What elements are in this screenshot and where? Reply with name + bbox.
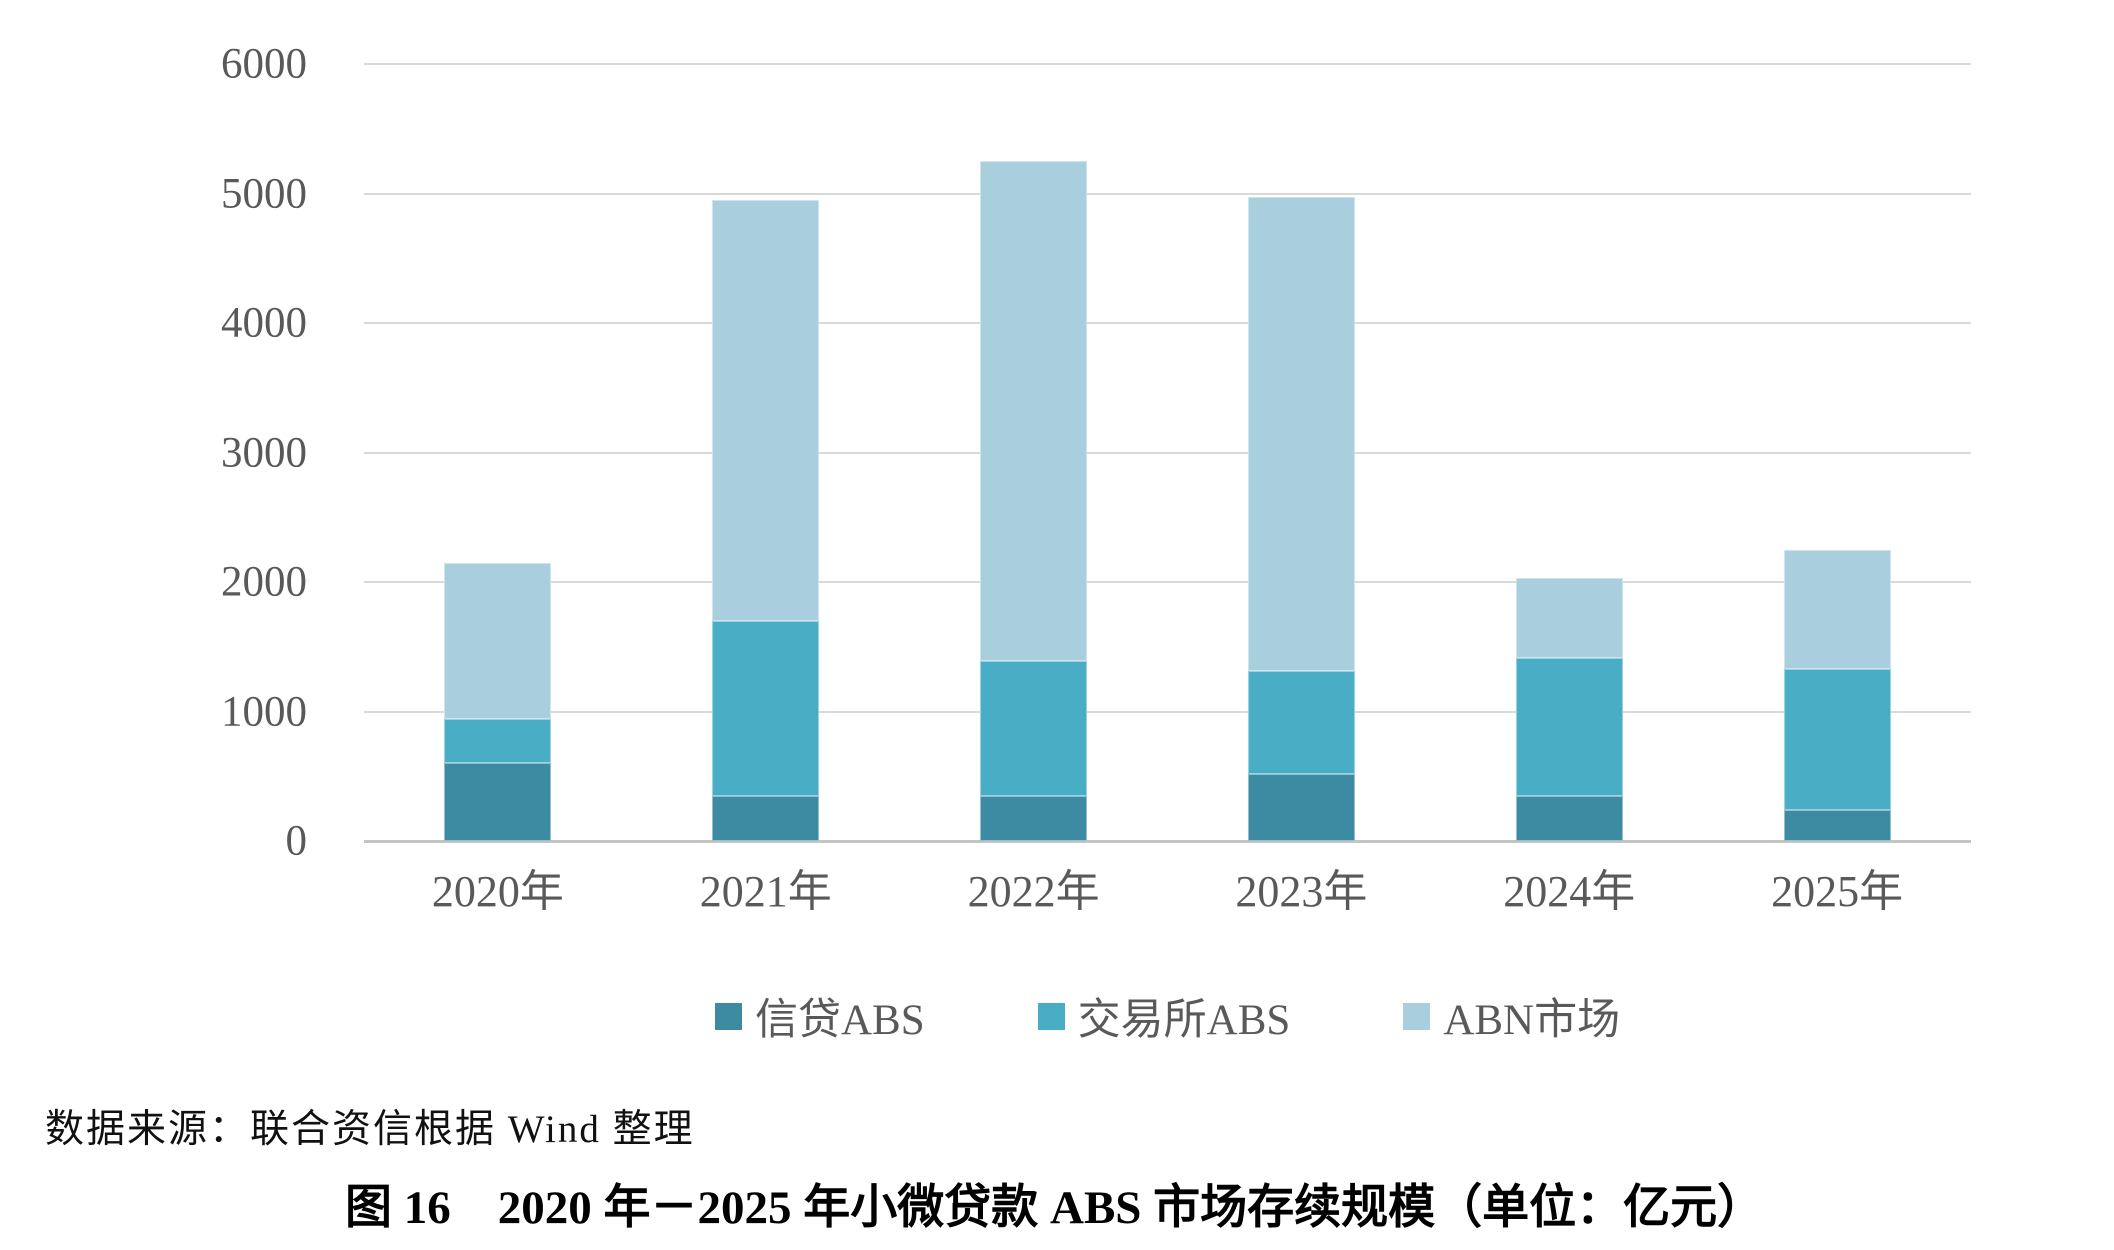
- bar-segment-ABN市场-2020年: [444, 562, 552, 719]
- y-tick-label-5000: 5000: [221, 170, 307, 217]
- legend-swatch-icon: [1403, 1002, 1431, 1030]
- x-axis-line: [364, 840, 1971, 843]
- legend-item-信贷ABS: 信贷ABS: [715, 985, 925, 1047]
- x-tick-label-2021年: 2021年: [699, 867, 832, 916]
- bar-segment-信贷ABS-2023年: [1247, 773, 1355, 841]
- gridline-3000: [364, 451, 1971, 454]
- bar-segment-信贷ABS-2022年: [980, 795, 1088, 841]
- y-tick-label-2000: 2000: [221, 558, 307, 606]
- gridline-6000: [364, 63, 1971, 65]
- bar-segment-交易所ABS-2020年: [444, 718, 552, 764]
- x-tick-label-2022年: 2022年: [967, 867, 1100, 916]
- gridline-4000: [364, 322, 1971, 324]
- bar-segment-信贷ABS-2024年: [1515, 795, 1623, 841]
- data-source-note: 数据来源：联合资信根据 Wind 整理: [45, 1108, 695, 1151]
- y-tick-label-1000: 1000: [221, 688, 307, 735]
- bar-2022年: [980, 64, 1088, 841]
- bar-segment-交易所ABS-2023年: [1247, 671, 1355, 774]
- legend-label: 信贷ABS: [755, 997, 925, 1044]
- chart-legend: 信贷ABS 交易所ABS ABN市场: [715, 990, 1620, 1044]
- bar-segment-ABN市场-2022年: [980, 161, 1088, 661]
- bar-2021年: [712, 64, 820, 841]
- gridline-2000: [364, 581, 1971, 583]
- bar-segment-交易所ABS-2024年: [1515, 658, 1623, 796]
- bar-segment-信贷ABS-2020年: [444, 763, 552, 841]
- bar-2025年: [1783, 64, 1891, 841]
- legend-swatch-icon: [715, 1002, 742, 1030]
- bar-segment-交易所ABS-2022年: [980, 661, 1088, 796]
- chart-plot-area: [364, 63, 1971, 843]
- bar-segment-ABN市场-2023年: [1247, 197, 1355, 672]
- bar-segment-ABN市场-2024年: [1515, 578, 1623, 659]
- legend-swatch-icon: [1037, 1002, 1065, 1030]
- x-tick-label-2024年: 2024年: [1503, 867, 1636, 916]
- legend-item-交易所ABS: 交易所ABS: [1037, 985, 1291, 1047]
- bar-segment-信贷ABS-2025年: [1783, 809, 1891, 841]
- gridline-1000: [364, 710, 1971, 713]
- figure-caption: 图 16 2020 年－2025 年小微贷款 ABS 市场存续规模（单位：亿元）: [345, 1182, 1765, 1234]
- x-tick-label-2020年: 2020年: [431, 867, 564, 916]
- x-tick-label-2025年: 2025年: [1771, 867, 1904, 916]
- gridline-5000: [364, 192, 1971, 195]
- bar-segment-ABN市场-2021年: [712, 199, 820, 621]
- legend-label: ABN市场: [1443, 997, 1621, 1044]
- y-tick-label-6000: 6000: [221, 40, 307, 88]
- bar-segment-信贷ABS-2021年: [712, 795, 820, 841]
- x-tick-label-2023年: 2023年: [1235, 867, 1368, 916]
- y-tick-label-4000: 4000: [221, 299, 307, 347]
- legend-item-ABN市场: ABN市场: [1403, 985, 1620, 1047]
- y-tick-label-3000: 3000: [221, 429, 307, 476]
- y-tick-label-0: 0: [285, 817, 308, 865]
- bar-segment-交易所ABS-2025年: [1783, 668, 1891, 810]
- legend-label: 交易所ABS: [1077, 997, 1291, 1044]
- bar-segment-ABN市场-2025年: [1783, 549, 1891, 669]
- bar-2024年: [1515, 64, 1623, 841]
- bar-2020年: [444, 64, 552, 841]
- bar-segment-交易所ABS-2021年: [712, 620, 820, 796]
- bar-2023年: [1247, 64, 1355, 841]
